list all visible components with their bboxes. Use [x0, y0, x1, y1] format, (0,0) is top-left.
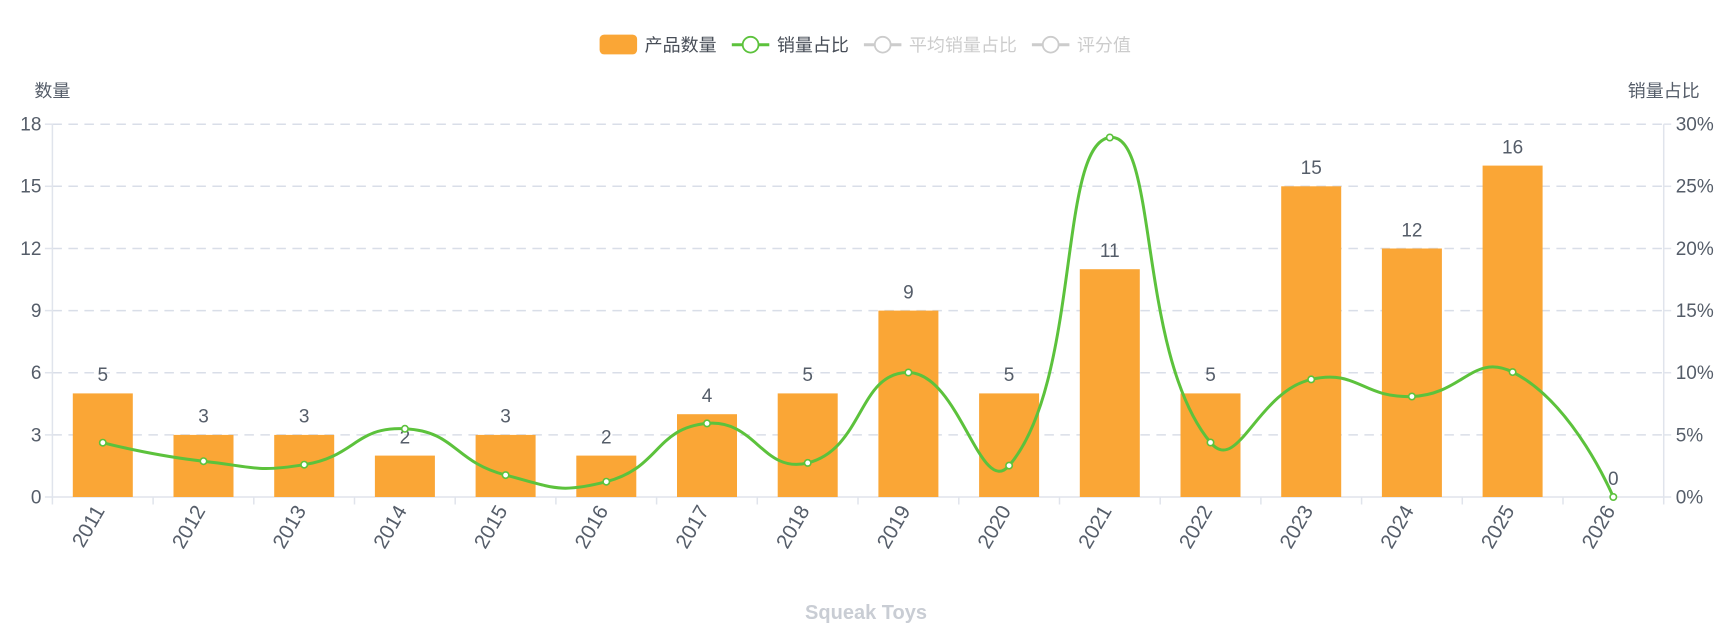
svg-text:6: 6: [31, 363, 42, 384]
svg-text:Squeak Toys: Squeak Toys: [805, 602, 927, 624]
svg-text:3: 3: [198, 407, 209, 428]
svg-text:3: 3: [299, 407, 310, 428]
svg-text:30%: 30%: [1676, 115, 1714, 136]
svg-text:5: 5: [1205, 365, 1216, 386]
svg-text:5: 5: [1004, 365, 1015, 386]
svg-text:5%: 5%: [1676, 425, 1704, 446]
svg-text:2: 2: [601, 427, 612, 448]
svg-text:0: 0: [1608, 469, 1619, 490]
svg-text:25%: 25%: [1676, 177, 1714, 198]
svg-text:9: 9: [31, 301, 42, 322]
svg-text:12: 12: [1401, 220, 1422, 241]
svg-text:18: 18: [20, 115, 41, 136]
svg-text:4: 4: [702, 386, 713, 407]
svg-text:15: 15: [20, 177, 41, 198]
svg-text:3: 3: [500, 407, 511, 428]
svg-text:20%: 20%: [1676, 239, 1714, 260]
svg-text:0%: 0%: [1676, 487, 1704, 508]
svg-text:16: 16: [1502, 137, 1523, 158]
svg-text:15%: 15%: [1676, 301, 1714, 322]
svg-text:0: 0: [31, 487, 42, 508]
svg-text:11: 11: [1100, 241, 1120, 262]
svg-text:3: 3: [31, 425, 42, 446]
svg-text:5: 5: [98, 365, 109, 386]
svg-text:9: 9: [903, 282, 914, 303]
svg-text:5: 5: [802, 365, 813, 386]
svg-text:2: 2: [400, 427, 411, 448]
svg-text:12: 12: [20, 239, 41, 260]
svg-text:10%: 10%: [1676, 363, 1714, 384]
svg-text:15: 15: [1301, 158, 1322, 179]
